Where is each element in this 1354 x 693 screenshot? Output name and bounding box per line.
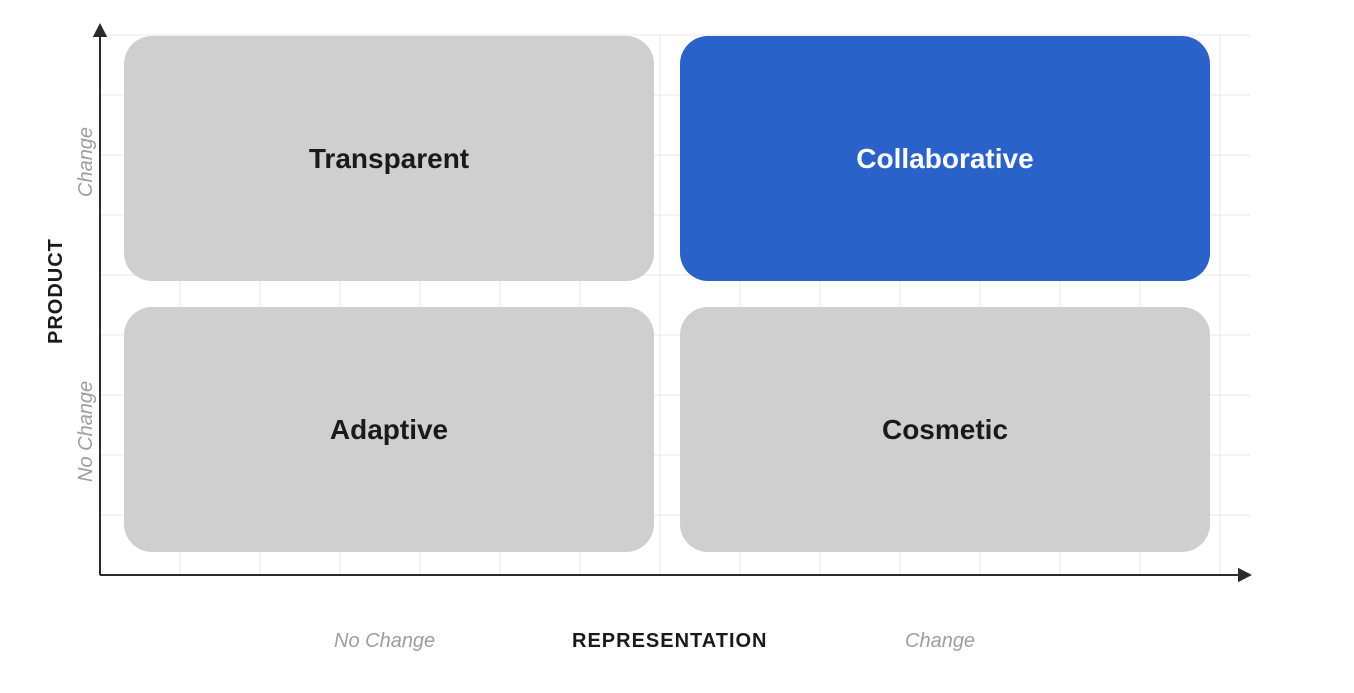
x-axis-sub-high: Change — [905, 630, 975, 653]
axes — [0, 0, 1354, 693]
y-axis-sub-low: No Change — [75, 380, 98, 481]
y-axis-sub-high: Change — [75, 126, 98, 196]
x-axis-sub-low: No Change — [334, 630, 435, 653]
quadrant-matrix: TransparentCollaborativeAdaptiveCosmetic… — [0, 0, 1354, 693]
x-axis-title: REPRESENTATION — [572, 630, 768, 653]
y-axis-title: PRODUCT — [45, 238, 68, 344]
